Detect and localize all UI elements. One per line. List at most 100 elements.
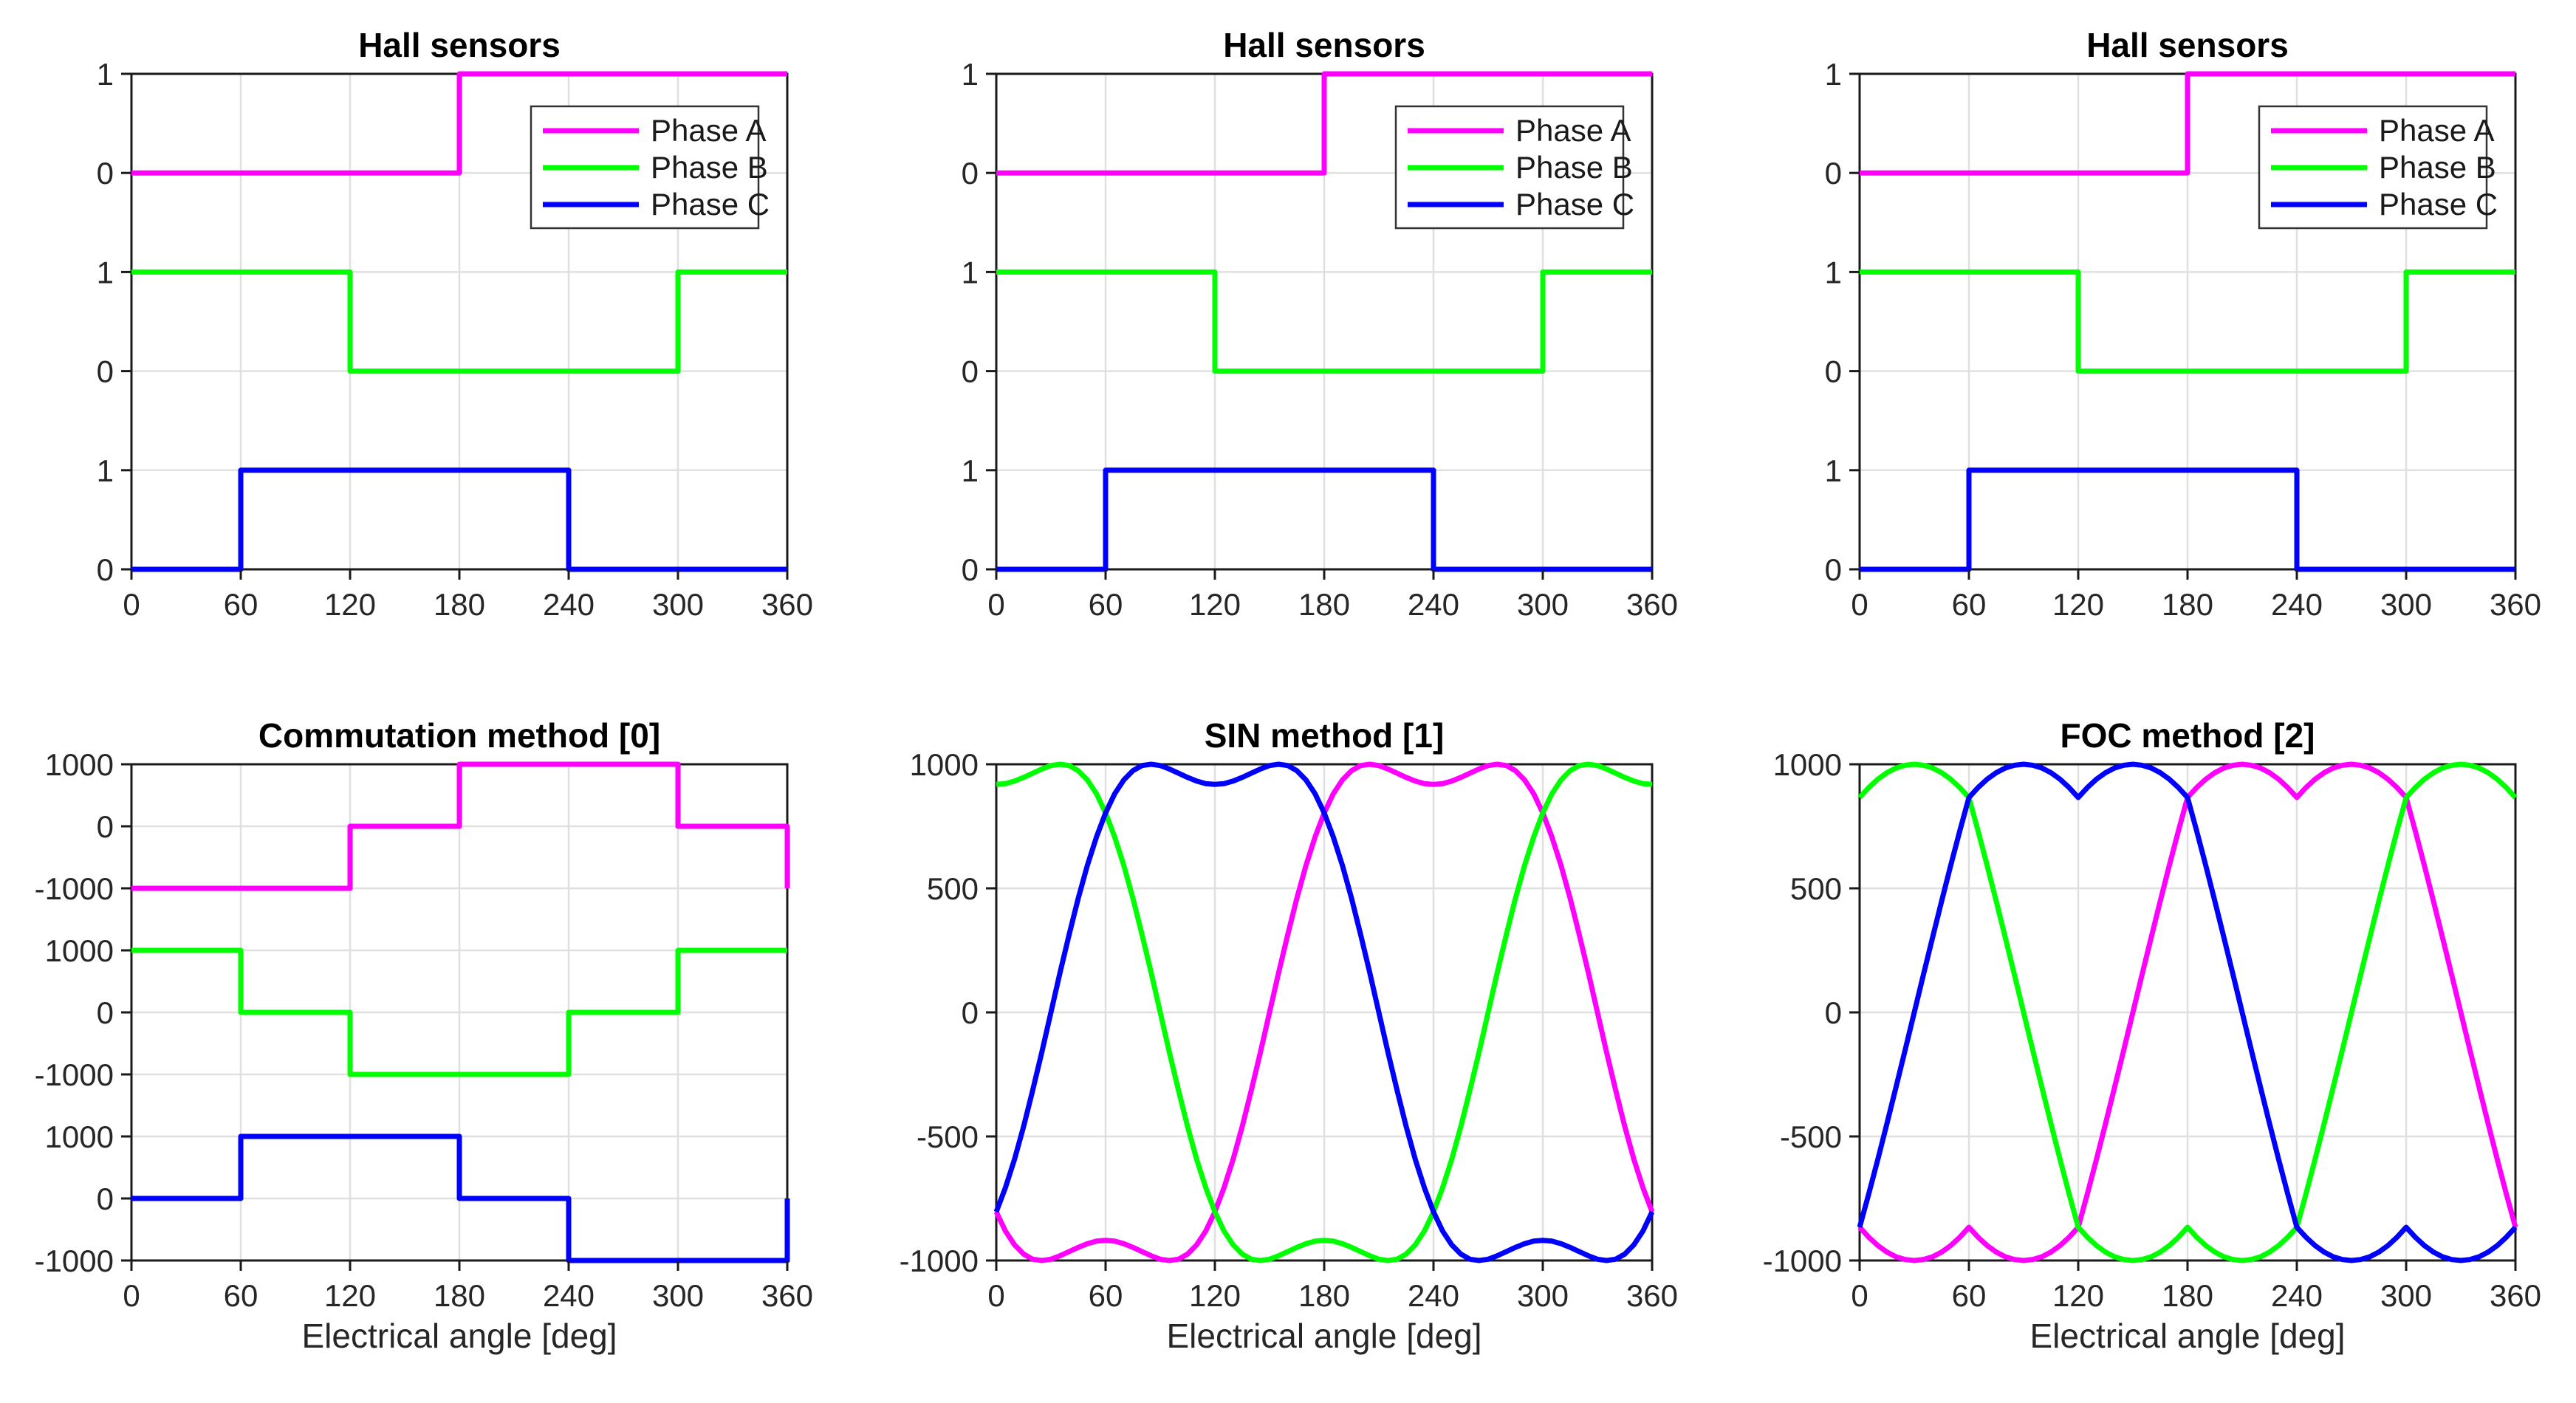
plot-title-hall-3: Hall sensors [2086,26,2289,64]
x-tick-label: 300 [652,587,704,622]
x-tick-label: 60 [224,587,258,622]
y-tick-label: 0 [1825,156,1842,191]
x-tick-label: 360 [1626,587,1678,622]
trace-phase-c [996,467,1652,572]
y-tick-label: 0 [97,552,114,587]
legend-label: Phase C [2379,187,2498,222]
legend-label: Phase A [1515,113,1631,148]
y-tick-label: -500 [1780,1119,1842,1154]
x-axis-label-commutation: Electrical angle [deg] [301,1317,617,1355]
y-tick-label: 0 [97,1181,114,1216]
y-tick-label: 1000 [45,747,114,782]
trace-phase-c [1860,467,2515,572]
x-tick-label: 60 [1952,587,1987,622]
subplot-commutation: 0 60 120 180 240 300 360 1000 0 -1000 1000 0 -1000 10… [35,747,813,1313]
trace-phase-a [996,71,1652,176]
x-tick-label: 240 [1408,587,1459,622]
x-tick-label: 120 [2052,1278,2104,1313]
trace-phase-a [131,761,790,891]
trace-phase-b [131,269,787,374]
plot-title-sin: SIN method [1] [1204,716,1445,755]
y-tick-label: 1 [1825,57,1842,92]
trace-phase-c [1857,761,2518,1263]
x-tick-label: 120 [1189,587,1241,622]
y-tick-label: 500 [1790,871,1842,906]
y-tick-label: 1 [97,57,114,92]
y-tick-label: 1000 [1773,747,1842,782]
x-tick-label: 0 [123,587,140,622]
x-tick-label: 240 [543,587,595,622]
legend-label: Phase B [2379,150,2496,185]
x-tick-label: 300 [2380,1278,2432,1313]
y-tick-label: 1000 [45,933,114,968]
y-tick-label: -1000 [1763,1244,1842,1278]
trace-phase-a [131,71,787,176]
x-tick-label: 60 [224,1278,258,1313]
x-tick-label: 180 [1298,1278,1350,1313]
y-tick-label: 0 [962,995,979,1030]
x-tick-label: 0 [987,1278,1004,1313]
x-tick-label: 60 [1089,1278,1123,1313]
plot-title-hall-1: Hall sensors [358,26,561,64]
x-tick-label: 0 [1851,1278,1868,1313]
legend-label: Phase B [651,150,768,185]
x-tick-label: 240 [543,1278,595,1313]
y-tick-label: 0 [97,809,114,844]
y-tick-label: 1 [1825,255,1842,289]
x-tick-label: 240 [2271,1278,2323,1313]
x-tick-label: 120 [1189,1278,1241,1313]
x-tick-label: 60 [1089,587,1123,622]
trace-phase-c [131,1133,790,1263]
y-tick-label: -1000 [35,1057,114,1092]
y-tick-label: 1 [962,453,979,488]
x-tick-label: 240 [2271,587,2323,622]
y-tick-label: 0 [962,156,979,191]
y-tick-label: 1 [962,57,979,92]
y-tick-label: -1000 [35,1244,114,1278]
legend-label: Phase A [651,113,766,148]
x-tick-label: 360 [2490,587,2541,622]
y-tick-label: 0 [97,995,114,1030]
x-axis-label-sin: Electrical angle [deg] [1166,1317,1482,1355]
y-tick-label: -500 [917,1119,979,1154]
trace-phase-b [996,269,1652,374]
y-tick-label: 0 [97,156,114,191]
trace-phase-b [1860,269,2515,374]
x-tick-label: 180 [1298,587,1350,622]
x-tick-label: 300 [1517,587,1569,622]
x-tick-label: 120 [2052,587,2104,622]
x-tick-label: 120 [324,587,376,622]
x-tick-label: 360 [2490,1278,2541,1313]
x-tick-label: 180 [434,587,485,622]
x-tick-label: 0 [123,1278,140,1313]
x-tick-label: 180 [2162,587,2213,622]
plot-title-hall-2: Hall sensors [1223,26,1425,64]
y-tick-label: 500 [927,871,979,906]
y-tick-label: 0 [1825,995,1842,1030]
trace-phase-c [131,467,787,572]
x-axis-label-foc: Electrical angle [deg] [2029,1317,2346,1355]
subplot-foc: 0 60 120 180 240 300 360 1000 500 0 -500 -1000 [1763,747,2541,1313]
x-tick-label: 60 [1952,1278,1987,1313]
x-tick-label: 0 [1851,587,1868,622]
x-tick-label: 300 [652,1278,704,1313]
x-tick-label: 0 [987,587,1004,622]
y-tick-label: 1 [97,453,114,488]
y-tick-label: 0 [97,354,114,389]
legend-label: Phase C [1515,187,1634,222]
legend-label: Phase C [651,187,770,222]
x-tick-label: 360 [761,587,813,622]
plot-title-commutation: Commutation method [0] [258,716,661,755]
y-tick-label: 0 [1825,552,1842,587]
y-tick-label: 0 [962,552,979,587]
trace-phase-c [993,761,1655,1263]
y-tick-label: 0 [1825,354,1842,389]
x-tick-label: 360 [1626,1278,1678,1313]
